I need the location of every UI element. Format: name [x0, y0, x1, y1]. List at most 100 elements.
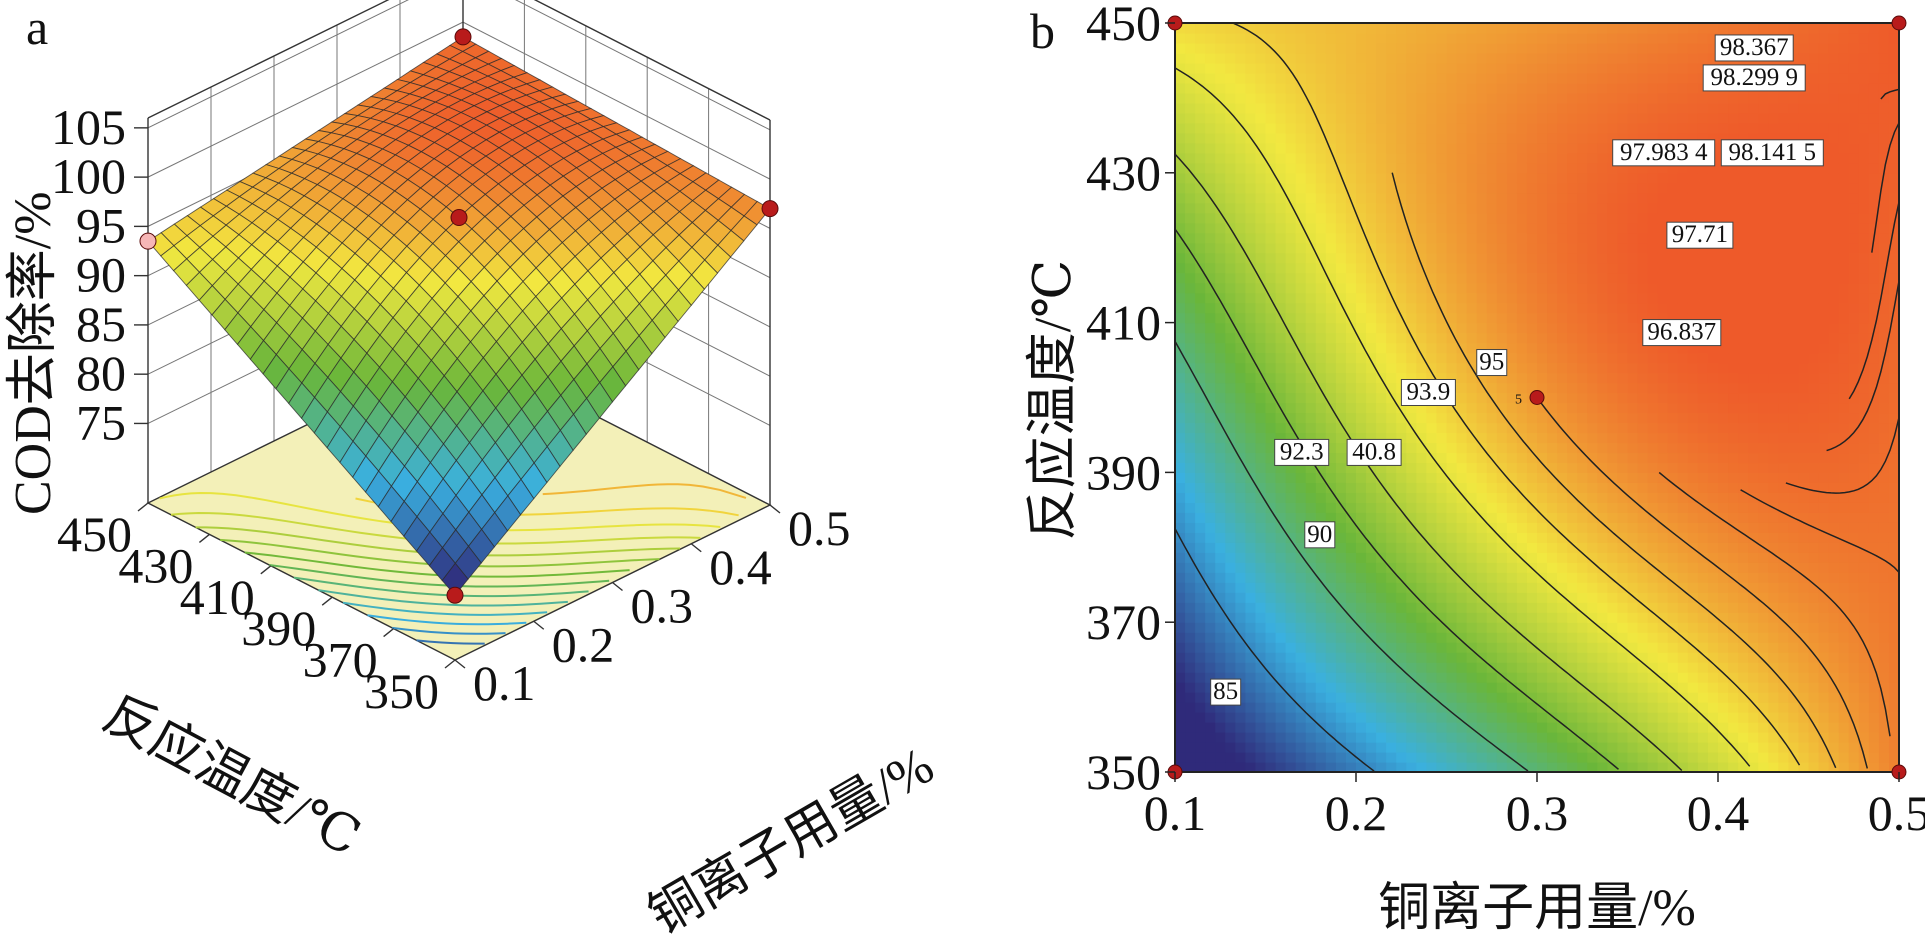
panel-b-color-cell [1356, 652, 1367, 663]
panel-b-color-cell [1597, 82, 1608, 94]
panel-b-color-cell [1587, 382, 1598, 394]
panel-b-color-cell [1728, 342, 1739, 354]
panel-b-color-cell [1637, 532, 1649, 543]
panel-b-color-cell [1516, 92, 1528, 104]
panel-b-color-cell [1677, 162, 1689, 174]
panel-b-color-cell [1687, 722, 1699, 733]
panel-b-color-cell [1637, 92, 1649, 104]
panel-b-color-cell [1325, 32, 1337, 44]
panel-b-color-cell [1366, 402, 1377, 414]
panel-b-color-cell [1195, 622, 1206, 633]
panel-b-color-cell [1697, 642, 1709, 653]
panel-b-color-cell [1526, 582, 1538, 593]
panel-b-color-cell [1466, 642, 1478, 653]
panel-b-color-cell [1617, 132, 1629, 144]
panel-b-color-cell [1617, 32, 1629, 44]
panel-b-color-cell [1577, 502, 1588, 513]
panel-b-color-cell [1376, 672, 1387, 683]
panel-b-color-cell [1325, 392, 1337, 404]
panel-b-color-cell [1275, 432, 1287, 444]
panel-b-color-cell [1225, 362, 1236, 374]
panel-b-color-cell [1637, 262, 1649, 274]
panel-b-color-cell [1738, 442, 1749, 454]
panel-b-color-cell [1677, 302, 1689, 314]
panel-b-color-cell [1406, 142, 1417, 154]
panel-b-color-cell [1567, 23, 1578, 34]
panel-b-color-cell [1185, 712, 1196, 723]
panel-b-color-cell [1376, 62, 1387, 74]
panel-b-color-cell [1285, 752, 1297, 763]
panel-b-color-cell [1275, 642, 1287, 653]
panel-b-color-cell [1175, 742, 1186, 753]
panel-b-color-cell [1215, 272, 1226, 284]
panel-b-color-cell [1265, 342, 1277, 354]
panel-b-color-cell [1486, 222, 1498, 234]
panel-b-color-cell [1647, 102, 1659, 114]
panel-b-color-cell [1215, 512, 1226, 523]
panel-b-color-cell [1215, 662, 1226, 673]
panel-b-color-cell [1577, 132, 1588, 144]
panel-b-color-cell [1225, 112, 1236, 124]
panel-b-color-cell [1597, 382, 1608, 394]
panel-b-color-cell [1677, 552, 1689, 563]
panel-b-color-cell [1657, 422, 1669, 434]
panel-b-color-cell [1748, 352, 1759, 364]
panel-b-color-cell [1335, 372, 1347, 384]
panel-b-color-cell [1476, 92, 1488, 104]
panel-b-color-cell [1245, 232, 1257, 244]
panel-b-color-cell [1175, 372, 1186, 384]
panel-b-color-cell [1647, 252, 1659, 264]
panel-b-color-cell [1516, 742, 1528, 753]
panel-b-color-cell [1567, 232, 1578, 244]
panel-b-color-cell [1748, 552, 1759, 563]
panel-b-color-cell [1396, 662, 1407, 673]
panel-b-color-cell [1205, 132, 1216, 144]
panel-b-color-cell [1687, 42, 1699, 54]
panel-b-color-cell [1728, 472, 1739, 483]
panel-b-color-cell [1436, 52, 1448, 64]
panel-b-color-cell [1305, 292, 1317, 304]
panel-b-color-cell [1295, 652, 1307, 663]
panel-b-color-cell [1516, 402, 1528, 414]
panel-b-color-cell [1526, 642, 1538, 653]
panel-b-color-cell [1416, 562, 1427, 573]
panel-b-color-cell [1456, 312, 1468, 324]
panel-b-color-cell [1426, 82, 1438, 94]
panel-b-color-cell [1285, 672, 1297, 683]
panel-b-color-cell [1466, 382, 1478, 394]
panel-b-color-cell [1185, 692, 1196, 703]
panel-b-color-cell [1436, 372, 1448, 384]
panel-b-color-cell [1607, 542, 1619, 553]
panel-b-color-cell [1396, 92, 1407, 104]
panel-b-color-cell [1215, 232, 1226, 244]
panel-b-color-cell [1305, 122, 1317, 134]
panel-b-color-cell [1677, 42, 1689, 54]
panel-b-color-cell [1426, 722, 1438, 733]
panel-b-color-cell [1406, 252, 1417, 264]
panel-b-color-cell [1265, 322, 1277, 334]
panel-b-color-cell [1335, 222, 1347, 234]
panel-b-color-cell [1265, 532, 1277, 543]
panel-a-x-tick [533, 620, 545, 630]
panel-b-color-cell [1657, 252, 1669, 264]
panel-b-color-cell [1476, 732, 1488, 743]
panel-b-color-cell [1537, 502, 1548, 513]
panel-b-color-cell [1687, 512, 1699, 523]
panel-b-color-cell [1667, 602, 1679, 613]
panel-b-color-cell [1325, 202, 1337, 214]
panel-b-color-cell [1195, 182, 1206, 194]
panel-b-color-cell [1677, 262, 1689, 274]
panel-b-color-cell [1557, 372, 1568, 384]
panel-b-color-cell [1496, 402, 1508, 414]
panel-b-color-cell [1205, 372, 1216, 384]
panel-b-color-cell [1526, 192, 1538, 204]
panel-b-color-cell [1436, 122, 1448, 134]
panel-b-color-cell [1386, 102, 1397, 114]
panel-b-color-cell [1697, 732, 1709, 743]
panel-b-color-cell [1366, 632, 1377, 643]
panel-b-color-cell [1496, 632, 1508, 643]
panel-b-color-cell [1677, 362, 1689, 374]
panel-b-color-cell [1175, 402, 1186, 414]
